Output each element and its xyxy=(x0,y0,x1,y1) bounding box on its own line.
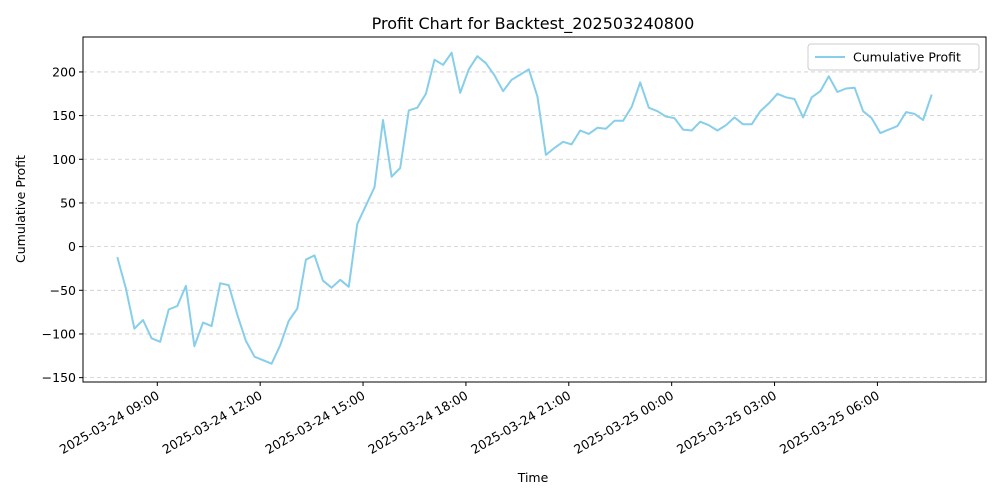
y-tick-label: −50 xyxy=(50,283,76,298)
legend: Cumulative Profit xyxy=(807,43,980,71)
y-tick-label: 100 xyxy=(52,152,76,167)
x-tick-label: 2025-03-24 15:00 xyxy=(262,388,367,457)
y-tick-label: 200 xyxy=(52,64,76,79)
x-tick-label: 2025-03-24 18:00 xyxy=(365,388,470,457)
x-axis-label: Time xyxy=(517,470,549,485)
grid xyxy=(83,71,986,379)
y-tick-label: −150 xyxy=(42,370,76,385)
legend-box xyxy=(807,43,980,71)
y-tick-label: 150 xyxy=(52,108,76,123)
plot-area xyxy=(116,51,933,365)
x-tick-label: 2025-03-25 03:00 xyxy=(674,388,779,457)
series-line-cumulative-profit xyxy=(116,51,933,365)
chart-title: Profit Chart for Backtest_202503240800 xyxy=(372,14,695,34)
y-tick-label: 50 xyxy=(60,195,76,210)
y-tick-label: −100 xyxy=(42,326,76,341)
y-axis: −150 −100 −50 0 50 100 150 200 xyxy=(42,64,83,385)
x-tick-label: 2025-03-25 00:00 xyxy=(571,388,676,457)
x-tick-label: 2025-03-24 21:00 xyxy=(468,388,573,457)
y-axis-label: Cumulative Profit xyxy=(13,155,28,263)
x-tick-label: 2025-03-24 12:00 xyxy=(160,388,265,457)
plot-frame xyxy=(82,36,987,383)
legend-label: Cumulative Profit xyxy=(853,50,961,65)
x-tick-label: 2025-03-24 09:00 xyxy=(57,388,162,457)
x-tick-label: 2025-03-25 06:00 xyxy=(777,388,882,457)
y-tick-label: 0 xyxy=(68,239,76,254)
